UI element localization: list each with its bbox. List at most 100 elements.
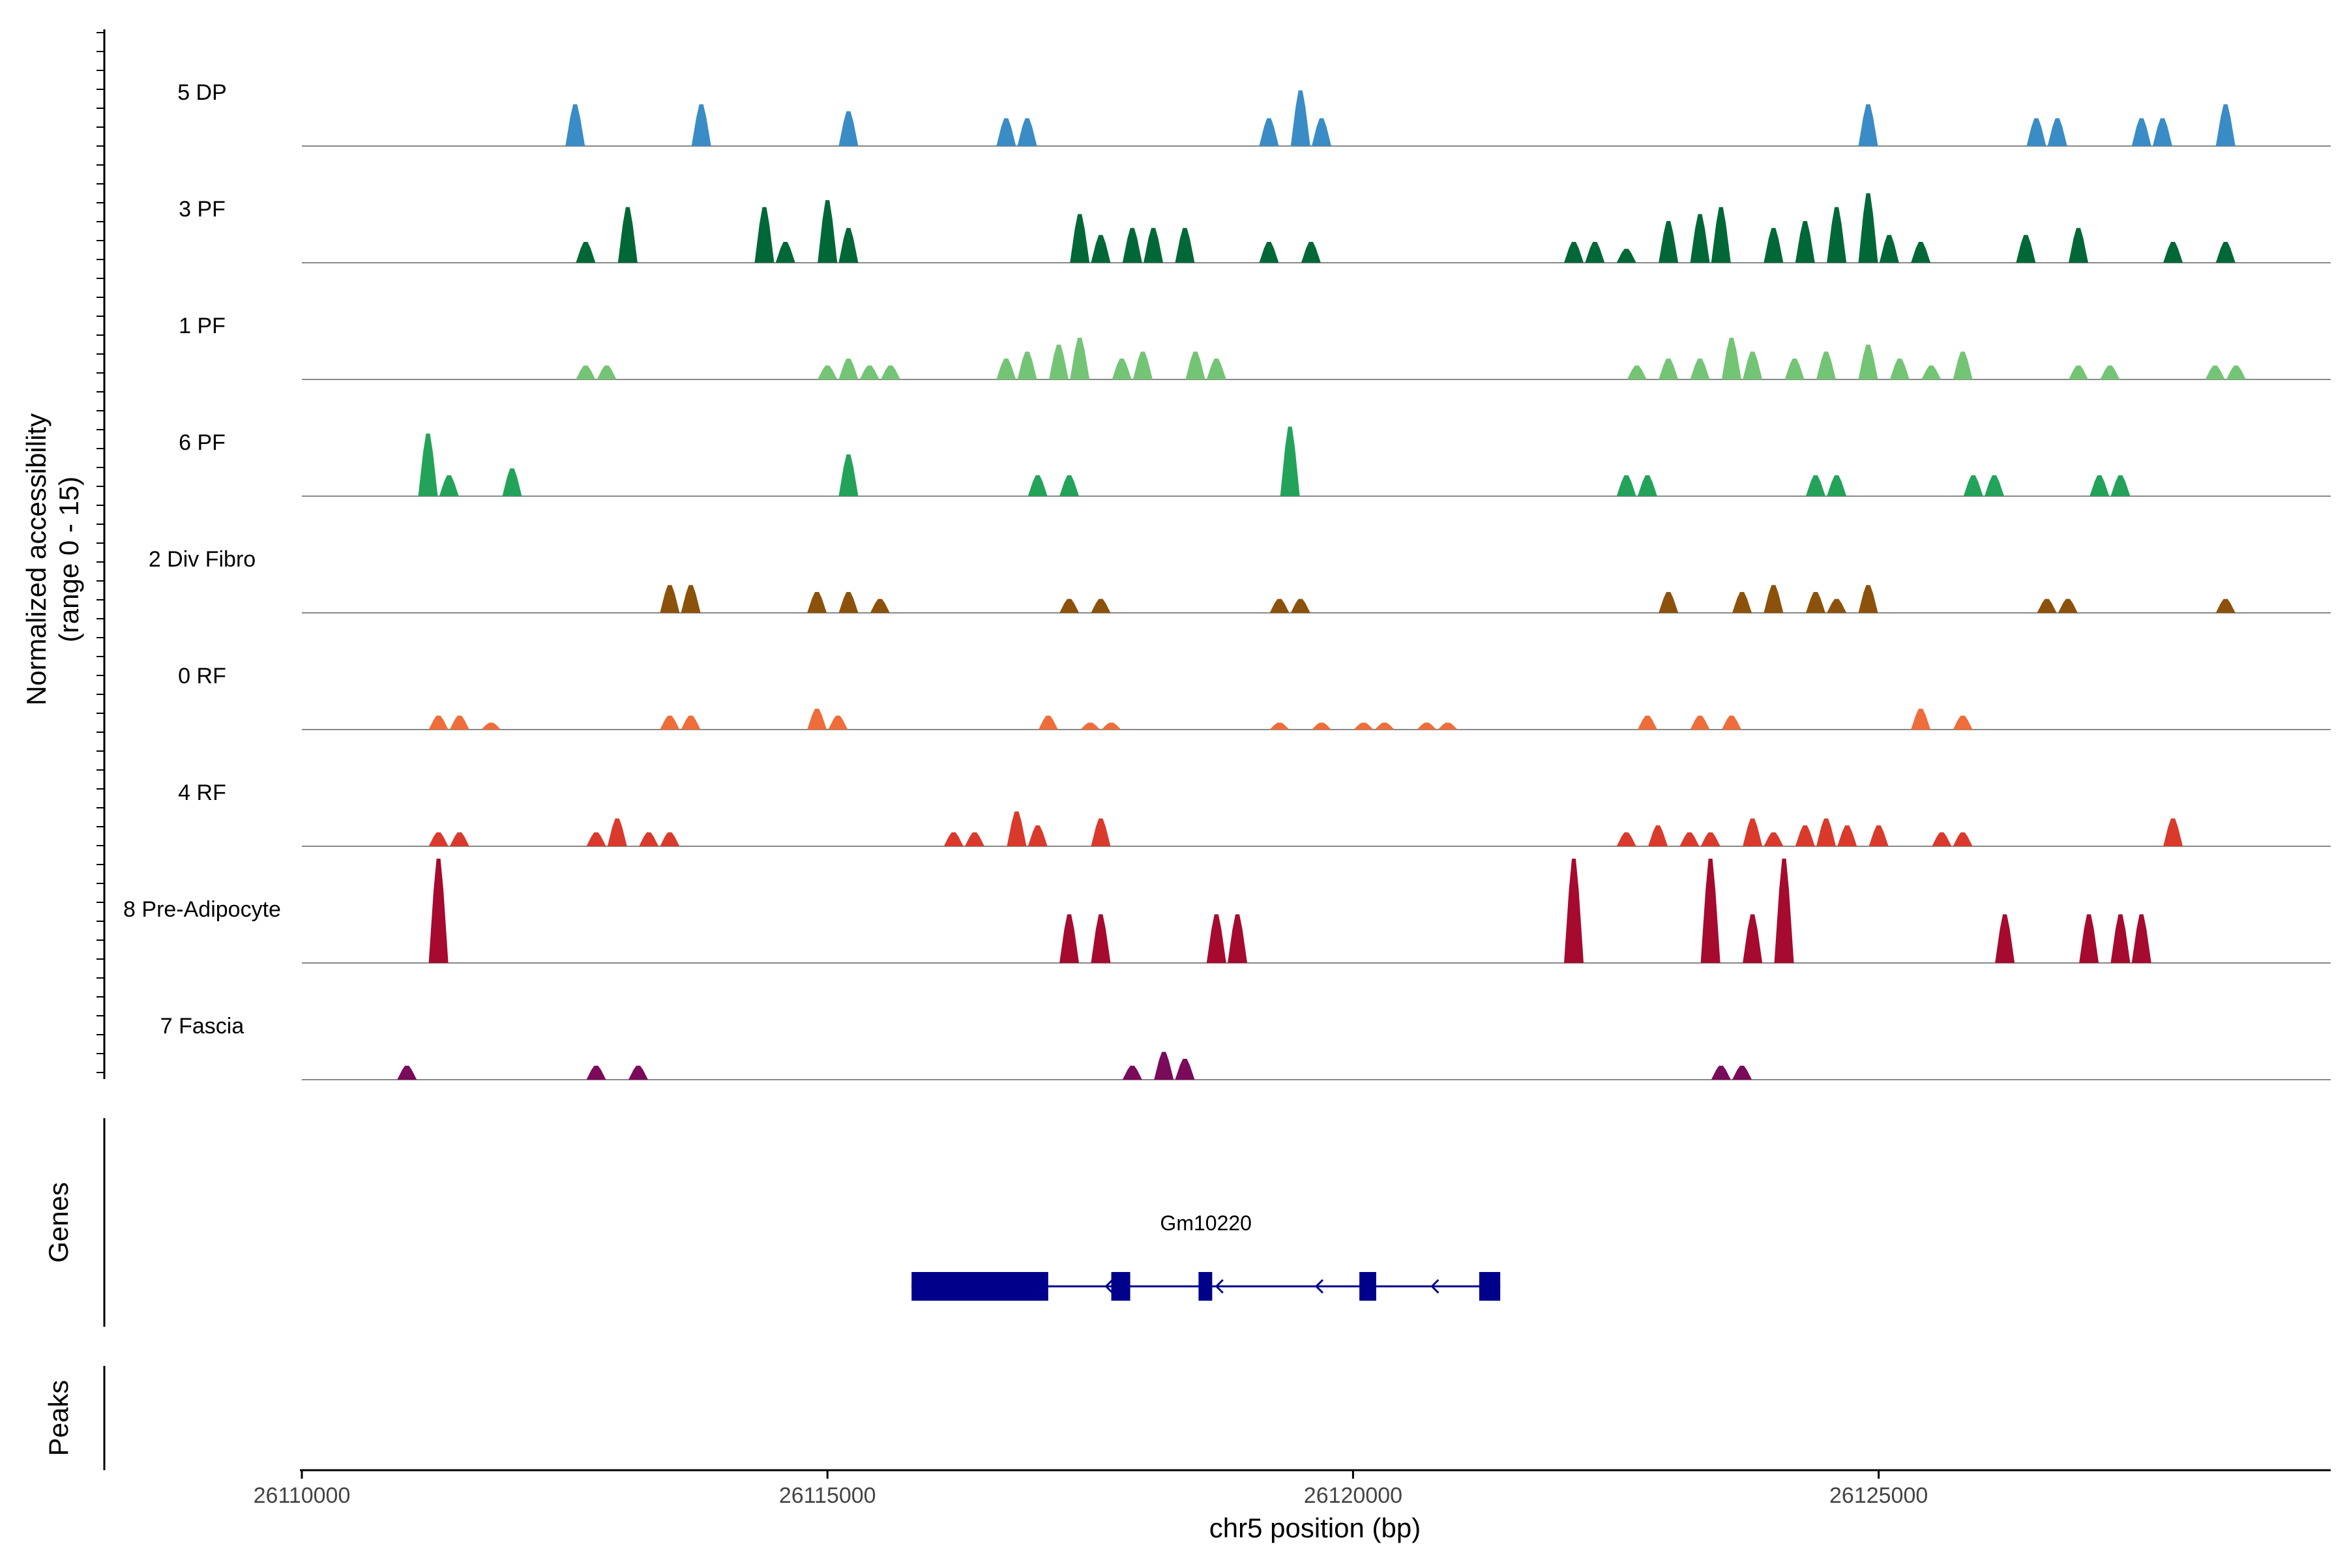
- coverage-peak: [1259, 242, 1279, 263]
- coverage-peak: [660, 715, 680, 730]
- coverage-peak: [1805, 475, 1825, 496]
- coverage-peak: [1017, 118, 1037, 146]
- track-label: 8 Pre-Adipocyte: [123, 897, 281, 922]
- coverage-peak: [828, 715, 848, 730]
- coverage-peak: [1048, 344, 1069, 379]
- coverage-peak: [1637, 475, 1657, 496]
- track-7-fascia: 7 Fascia: [160, 1014, 2331, 1080]
- coverage-peak: [1732, 1065, 1752, 1080]
- coverage-peak: [1132, 351, 1153, 379]
- y-axis-label: Normalized accessibility (range 0 - 15): [21, 413, 84, 705]
- coverage-peak: [586, 1065, 606, 1080]
- coverage-peak: [1995, 914, 2015, 963]
- coverage-peak: [1290, 599, 1310, 613]
- coverage-peak: [807, 592, 827, 613]
- coverage-peak: [1101, 722, 1121, 730]
- coverage-peak: [2215, 242, 2236, 263]
- x-axis-tick-label: 26120000: [1304, 1483, 1402, 1508]
- coverage-peak: [628, 1065, 648, 1080]
- coverage-peak: [1827, 207, 1847, 263]
- coverage-peak: [2089, 475, 2110, 496]
- track-label: 6 PF: [179, 430, 226, 455]
- coverage-peak: [1269, 722, 1290, 730]
- coverage-peak: [1764, 585, 1784, 613]
- coverage-peak: [870, 599, 890, 613]
- track-label: 7 Fascia: [160, 1014, 244, 1039]
- coverage-peak: [1795, 221, 1815, 263]
- track-0-rf: 0 RF: [178, 664, 2331, 730]
- coverage-peak: [1711, 207, 1731, 263]
- coverage-peak: [1175, 228, 1195, 263]
- track-label: 0 RF: [178, 664, 226, 688]
- coverage-peak: [1091, 599, 1111, 613]
- coverage-peak: [2131, 118, 2151, 146]
- coverage-peak: [838, 228, 859, 263]
- coverage-peak: [1837, 825, 1857, 846]
- y-axis-label-line2: (range 0 - 15): [53, 477, 84, 642]
- coverage-peak: [2100, 365, 2120, 379]
- coverage-peak: [1585, 242, 1605, 263]
- coverage-peak: [1805, 592, 1825, 613]
- coverage-peak: [1858, 193, 1878, 263]
- coverage-peak: [2131, 914, 2151, 963]
- track-5-dp: 5 DP: [177, 80, 2331, 147]
- coverage-peak: [1175, 1059, 1195, 1080]
- coverage-peak: [1228, 914, 1248, 963]
- coverage-peak: [1301, 242, 1321, 263]
- coverage-peak: [576, 365, 596, 379]
- coverage-peak: [818, 200, 838, 263]
- coverage-peak: [660, 585, 680, 613]
- coverage-peak: [1858, 585, 1878, 613]
- coverage-peak: [597, 365, 617, 379]
- peaks-panel-label: Peaks: [43, 1380, 74, 1457]
- genes-panel-label: Genes: [43, 1182, 74, 1263]
- coverage-peak: [1743, 914, 1763, 963]
- track-label: 5 DP: [177, 80, 227, 105]
- coverage-peak: [1932, 832, 1952, 846]
- gene-exon: [911, 1272, 1048, 1301]
- track-label: 1 PF: [179, 314, 226, 338]
- coverage-peak: [1417, 722, 1437, 730]
- coverage-peak: [1038, 715, 1058, 730]
- coverage-peak: [1721, 338, 1741, 379]
- coverage-peak: [1827, 599, 1847, 613]
- coverage-peak: [1953, 832, 1973, 846]
- track-2-div-fibro: 2 Div Fibro: [149, 547, 2331, 614]
- coverage-peak: [681, 585, 701, 613]
- gene-exon: [1111, 1272, 1130, 1301]
- coverage-peak: [449, 832, 469, 846]
- coverage-peak: [943, 832, 964, 846]
- coverage-peak: [428, 832, 449, 846]
- gene-strand-arrow: [1104, 1279, 1114, 1294]
- coverage-peak: [2047, 118, 2067, 146]
- coverage-peak: [1858, 344, 1878, 379]
- coverage-peak: [2016, 235, 2036, 263]
- coverage-peak: [397, 1065, 417, 1080]
- track-6-pf: 6 PF: [179, 426, 2331, 497]
- coverage-peak: [691, 104, 711, 146]
- gene-name-label: Gm10220: [1160, 1211, 1252, 1235]
- coverage-peak: [1700, 859, 1720, 963]
- coverage-peak: [1091, 914, 1111, 963]
- track-8-pre-adipocyte: 8 Pre-Adipocyte: [123, 859, 2331, 964]
- coverage-tracks: 5 DP 3 PF 1 PF 6 PF 2 Div Fibro 0 RF 4 RF 8 Pre…: [123, 80, 2331, 1080]
- coverage-peak: [2110, 914, 2131, 963]
- coverage-peak: [2215, 599, 2236, 613]
- coverage-peak: [449, 715, 469, 730]
- coverage-peak: [2079, 914, 2099, 963]
- coverage-peak: [2153, 118, 2173, 146]
- x-axis-ticks: 26110000 26115000 26120000 26125000: [254, 1470, 1928, 1508]
- gene-strand-arrow: [1430, 1279, 1439, 1294]
- coverage-peak: [964, 832, 984, 846]
- gene-exon: [1479, 1272, 1501, 1301]
- coverage-peak: [1070, 214, 1090, 263]
- coverage-peak: [565, 104, 585, 146]
- coverage-peak: [1616, 832, 1636, 846]
- coverage-peak: [754, 207, 775, 263]
- coverage-peak: [1122, 1065, 1142, 1080]
- coverage-peak: [1627, 365, 1647, 379]
- y-axis-ticks: [96, 32, 104, 1073]
- coverage-peak: [1911, 709, 1931, 730]
- coverage-peak: [1795, 825, 1815, 846]
- gene-exon: [1198, 1272, 1213, 1301]
